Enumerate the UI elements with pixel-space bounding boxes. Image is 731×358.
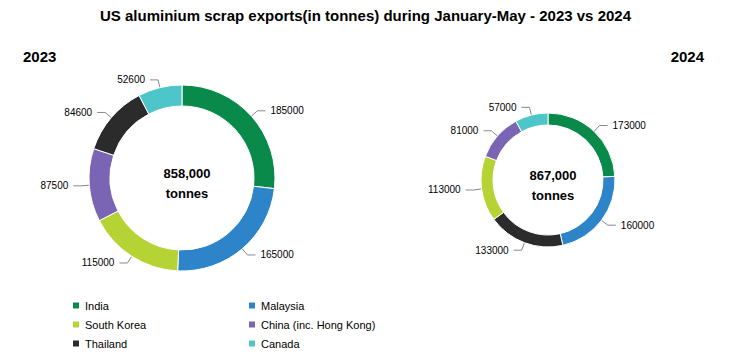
svg-text:52600: 52600 [117,74,145,85]
svg-text:160000: 160000 [621,220,655,231]
svg-text:2024: 2024 [671,48,705,65]
svg-text:133000: 133000 [475,245,509,256]
svg-text:867,000: 867,000 [530,168,577,183]
svg-text:87500: 87500 [40,180,68,191]
svg-text:185000: 185000 [270,105,304,116]
svg-text:57000: 57000 [489,102,517,113]
svg-text:tonnes: tonnes [166,186,209,201]
svg-text:113000: 113000 [428,184,461,195]
svg-text:2023: 2023 [23,48,56,65]
svg-text:China (inc. Hong Kong): China (inc. Hong Kong) [261,319,375,331]
svg-text:US aluminium scrap exports(in: US aluminium scrap exports(in tonnes) du… [100,7,632,24]
svg-text:South Korea: South Korea [85,319,147,331]
svg-text:115000: 115000 [82,257,115,268]
svg-text:165000: 165000 [260,249,294,260]
svg-text:Canada: Canada [261,338,300,350]
svg-text:173000: 173000 [613,120,647,131]
svg-text:tonnes: tonnes [532,188,575,203]
svg-text:Malaysia: Malaysia [261,300,305,312]
svg-text:81000: 81000 [451,125,479,136]
svg-text:Thailand: Thailand [85,338,127,350]
svg-text:India: India [85,300,110,312]
svg-text:858,000: 858,000 [164,166,211,181]
svg-text:84600: 84600 [64,107,92,118]
